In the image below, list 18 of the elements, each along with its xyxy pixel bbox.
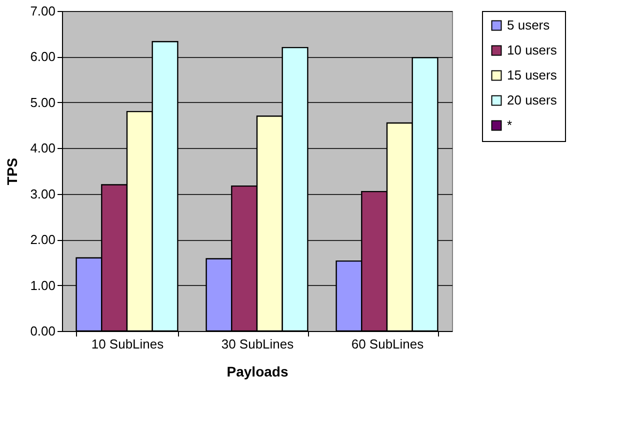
legend-label: *: [507, 118, 512, 132]
y-tick-label: 5.00: [30, 94, 56, 110]
legend-label: 10 users: [507, 42, 558, 58]
y-tick-label: 0.00: [30, 324, 56, 338]
legend-label: 20 users: [507, 92, 558, 108]
y-tick-label: 3.00: [30, 186, 56, 202]
legend-label: 5 users: [507, 18, 550, 32]
x-tick-label: 60 SubLines: [351, 336, 424, 352]
y-tick-label: 7.00: [30, 4, 56, 18]
legend-label: 15 users: [507, 68, 558, 82]
y-tick-label: 2.00: [30, 232, 56, 248]
x-tick-label: 30 SubLines: [221, 336, 294, 352]
y-tick-label: 6.00: [30, 49, 56, 64]
y-tick-label: 4.00: [30, 140, 56, 156]
y-tick-label: 1.00: [30, 278, 56, 293]
x-axis-title: Payloads: [226, 364, 288, 380]
y-axis-title: TPS: [4, 158, 20, 186]
x-tick-label: 10 SubLines: [91, 336, 164, 352]
